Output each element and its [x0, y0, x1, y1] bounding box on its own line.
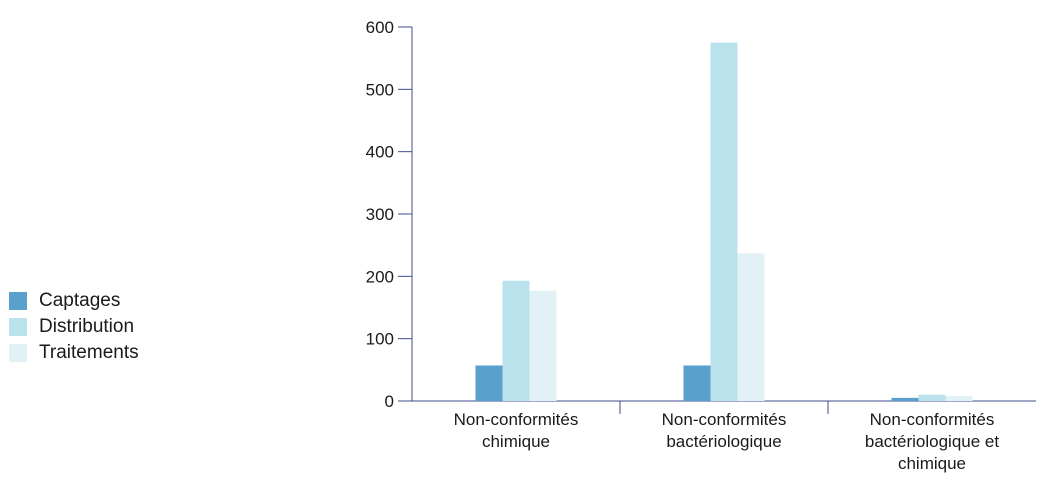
legend-swatch-traitements [9, 344, 27, 362]
y-tick-label-600: 600 [366, 18, 394, 37]
y-tick-label-500: 500 [366, 80, 394, 99]
legend-item-distribution: Distribution [9, 314, 139, 340]
bar-traitements-2 [737, 253, 765, 401]
legend-swatch-captages [9, 292, 27, 310]
legend-item-traitements: Traitements [9, 340, 139, 366]
bar-distribution-2 [710, 42, 738, 401]
legend-item-captages: Captages [9, 288, 139, 314]
y-tick-label-400: 400 [366, 143, 394, 162]
bar-captages-2 [683, 365, 711, 401]
bar-traitements-1 [529, 290, 557, 401]
x-category-label-1: Non-conformités chimique [454, 410, 579, 451]
legend: Captages Distribution Traitements [9, 288, 139, 366]
legend-label-captages: Captages [39, 290, 121, 311]
y-tick-label-200: 200 [366, 267, 394, 286]
legend-label-distribution: Distribution [39, 316, 135, 337]
bar-distribution-3 [918, 394, 946, 401]
bar-captages-3 [891, 397, 919, 401]
y-tick-label-0: 0 [385, 392, 394, 411]
legend-swatch-distribution [9, 318, 27, 336]
bar-distribution-1 [502, 280, 530, 401]
bar-captages-1 [475, 365, 503, 401]
y-tick-label-100: 100 [366, 330, 394, 349]
legend-label-traitements: Traitements [39, 342, 139, 363]
x-category-label-2: Non-conformités bactériologique [662, 410, 787, 451]
bar-traitements-3 [945, 396, 973, 401]
y-tick-label-300: 300 [366, 205, 394, 224]
x-category-label-3: Non-conformités bactériologique et chimiqu… [865, 410, 999, 473]
